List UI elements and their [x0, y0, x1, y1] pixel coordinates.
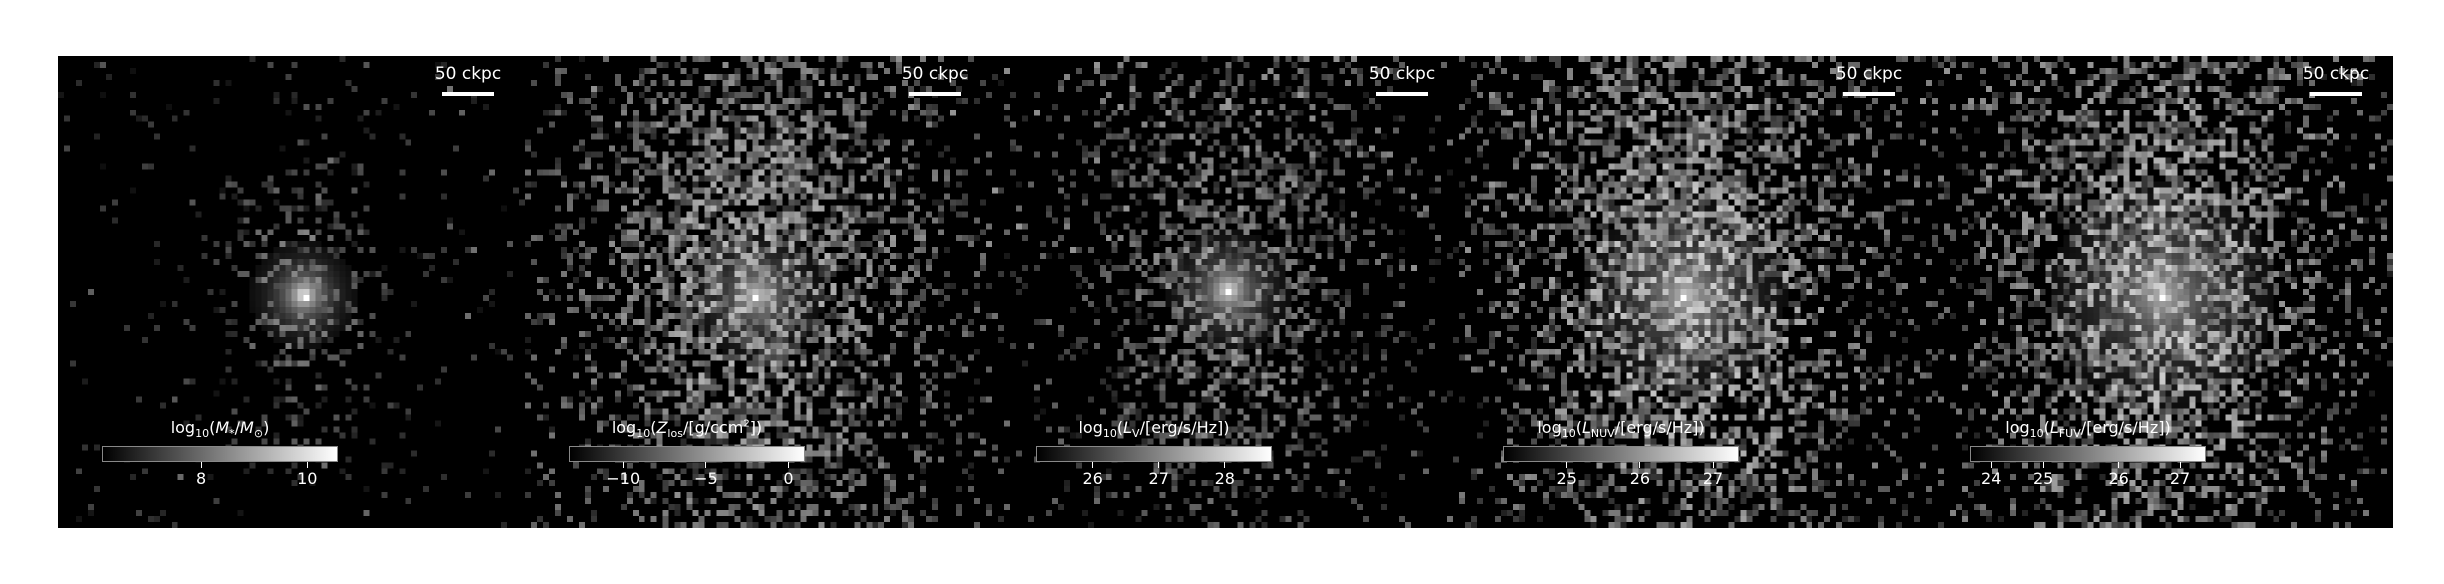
scale-bar-line: [2310, 92, 2362, 96]
colorbar-tick: 27: [1139, 462, 1179, 488]
colorbar-tick-label: 28: [1214, 469, 1235, 488]
colorbar-tick-label: 27: [2169, 469, 2191, 488]
colorbar-tick-mark: [1639, 462, 1641, 468]
scale-bar-label: 50 ckpc: [2302, 64, 2370, 84]
colorbar-tick-mark: [705, 462, 707, 468]
colorbar-label: log10(Zlos/[g/ccm2]): [611, 418, 763, 441]
colorbar-tick-label: −5: [694, 469, 718, 488]
colorbar-tick: 26: [1620, 462, 1660, 488]
colorbar: log10(LV/[erg/s/Hz]) 26 27 28: [1036, 418, 1272, 488]
colorbar-tick: 27: [2160, 462, 2200, 488]
colorbar: log10(Zlos/[g/ccm2]) −10 −5 0: [569, 418, 805, 488]
scale-bar: 50 ckpc: [1357, 64, 1447, 96]
colorbar-gradient: [1036, 446, 1272, 462]
panel-stellar-mass: 50 ckpc log10(M*/M⊙) 8 10: [58, 56, 525, 528]
panel-metal-surface-density: 50 ckpc log10(Zlos/[g/ccm2]) −10 −5 0: [525, 56, 992, 528]
colorbar-tick: 28: [1205, 462, 1245, 488]
colorbar-tick-mark: [200, 462, 202, 468]
colorbar-label: log10(LNUV/[erg/s/Hz]): [1537, 418, 1705, 441]
colorbar-gradient: [1970, 446, 2206, 462]
colorbar-tick: 8: [181, 462, 221, 488]
scale-bar: 50 ckpc: [890, 64, 980, 96]
colorbar-tick-mark: [2118, 462, 2120, 468]
colorbar-tick: −5: [686, 462, 726, 488]
colorbar-tick-mark: [1990, 462, 1992, 468]
colorbar-tick: 25: [2023, 462, 2063, 488]
scale-bar-label: 50 ckpc: [901, 64, 969, 84]
colorbar-tick-label: 0: [783, 469, 794, 488]
colorbar: log10(M*/M⊙) 8 10: [102, 418, 338, 488]
scale-bar-line: [1843, 92, 1895, 96]
colorbar-tick: 24: [1971, 462, 2011, 488]
colorbar-tick-label: 26: [1629, 469, 1651, 488]
scale-bar-label: 50 ckpc: [1368, 64, 1436, 84]
colorbar-tick: 26: [2099, 462, 2139, 488]
panel-fuv-luminosity: 50 ckpc log10(LFUV/[erg/s/Hz]) 24 25 26 27: [1926, 56, 2393, 528]
colorbar-tick-label: 26: [1082, 469, 1103, 488]
colorbar-gradient: [1503, 446, 1739, 462]
scale-bar-line: [909, 92, 961, 96]
colorbar-gradient: [569, 446, 805, 462]
colorbar-tick-mark: [1092, 462, 1094, 468]
colorbar-tick-label: 24: [1981, 469, 2002, 488]
colorbar-tick-label: 25: [2032, 469, 2054, 488]
colorbar-tick-mark: [622, 462, 624, 468]
colorbar-tick-label: −10: [606, 469, 641, 488]
colorbar-tick: 25: [1547, 462, 1587, 488]
colorbar-tick-label: 27: [1702, 469, 1724, 488]
scale-bar-line: [442, 92, 494, 96]
colorbar-gradient: [102, 446, 338, 462]
colorbar-tick-mark: [1566, 462, 1568, 468]
scale-bar: 50 ckpc: [2291, 64, 2381, 96]
colorbar-tick-mark: [1224, 462, 1226, 468]
colorbar-tick: 0: [768, 462, 808, 488]
colorbar-tick-mark: [1712, 462, 1714, 468]
scale-bar-line: [1376, 92, 1428, 96]
colorbar-tick: 27: [1693, 462, 1733, 488]
colorbar-tick: 10: [287, 462, 327, 488]
image-strip: 50 ckpc log10(M*/M⊙) 8 10 50 ckpc log10(Zlos…: [58, 56, 2393, 528]
colorbar-tick: 26: [1073, 462, 1113, 488]
scale-bar: 50 ckpc: [423, 64, 513, 96]
colorbar-label: log10(LFUV/[erg/s/Hz]): [2005, 418, 2171, 441]
colorbar-tick: −10: [603, 462, 643, 488]
colorbar-tick-mark: [787, 462, 789, 468]
colorbar-tick-mark: [2042, 462, 2044, 468]
colorbar-label: log10(LV/[erg/s/Hz]): [1078, 418, 1230, 441]
colorbar-tick-mark: [2179, 462, 2181, 468]
panel-v-band-luminosity: 50 ckpc log10(LV/[erg/s/Hz]) 26 27 28: [992, 56, 1459, 528]
scale-bar-label: 50 ckpc: [434, 64, 502, 84]
colorbar: log10(LFUV/[erg/s/Hz]) 24 25 26 27: [1970, 418, 2206, 488]
colorbar-tick-mark: [1158, 462, 1160, 468]
colorbar-label: log10(M*/M⊙): [170, 418, 270, 441]
colorbar-tick-label: 26: [2108, 469, 2129, 488]
panel-nuv-luminosity: 50 ckpc log10(LNUV/[erg/s/Hz]) 25 26 27: [1459, 56, 1926, 528]
colorbar-tick-label: 10: [297, 469, 318, 488]
colorbar-tick-label: 27: [1148, 469, 1169, 488]
colorbar-tick-label: 8: [196, 469, 207, 488]
scale-bar: 50 ckpc: [1824, 64, 1914, 96]
scale-bar-label: 50 ckpc: [1835, 64, 1903, 84]
colorbar-tick-mark: [306, 462, 308, 468]
colorbar: log10(LNUV/[erg/s/Hz]) 25 26 27: [1503, 418, 1739, 488]
colorbar-tick-label: 25: [1556, 469, 1577, 488]
